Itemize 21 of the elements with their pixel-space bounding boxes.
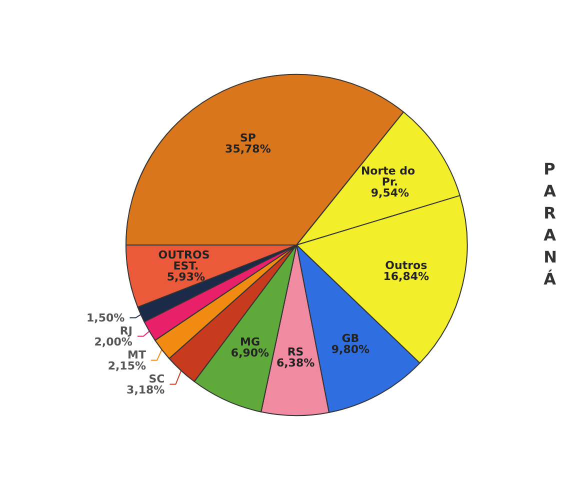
- slice-label: RS: [287, 346, 304, 359]
- data-label: 35,78%: [225, 142, 271, 156]
- slice-label: OUTROS EST.: [158, 248, 214, 272]
- data-label: 16,84%: [383, 270, 430, 284]
- slice-label: GB: [342, 332, 360, 345]
- slice-label: Norte do Pr.: [360, 164, 419, 188]
- slice-label: MT: [128, 348, 146, 362]
- data-label: 6,38%: [276, 356, 315, 370]
- data-label: 2,15%: [108, 359, 146, 372]
- data-label: 9,80%: [331, 342, 370, 356]
- slice-label: Outros: [385, 259, 428, 272]
- data-label: 1,50%: [86, 311, 125, 324]
- data-label: 6,90%: [230, 346, 270, 360]
- data-label: 5,93%: [166, 270, 206, 284]
- slice-label: SP: [240, 131, 256, 144]
- data-label: 9,54%: [370, 186, 410, 200]
- data-label: 3,18%: [126, 383, 165, 396]
- slice-label: SC: [148, 372, 165, 386]
- slice-label: MG: [240, 336, 260, 349]
- text: PARANÁ: [544, 160, 557, 288]
- slice-label: RJ: [120, 324, 132, 338]
